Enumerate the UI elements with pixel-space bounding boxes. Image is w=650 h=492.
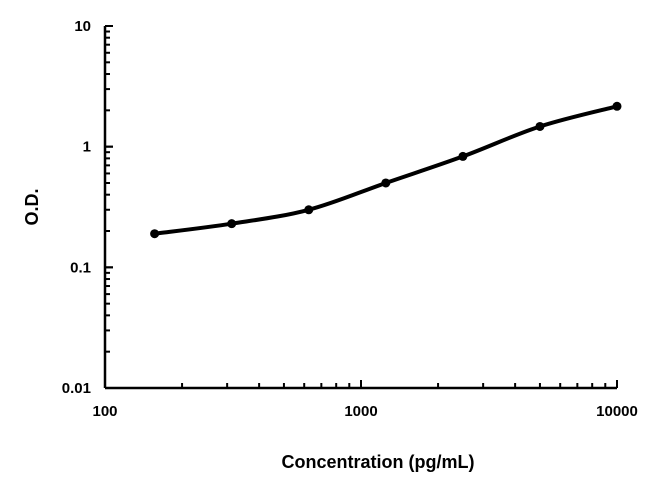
x-tick-label: 10000 xyxy=(596,403,638,420)
fit-curve xyxy=(152,104,619,236)
data-point xyxy=(458,151,468,161)
x-tick-label: 100 xyxy=(92,403,117,420)
data-point xyxy=(150,229,160,239)
y-tick-label: 10 xyxy=(74,18,91,35)
data-point xyxy=(612,101,622,111)
y-tick-label: 0.1 xyxy=(70,259,91,276)
y-tick-label: 0.01 xyxy=(62,380,91,397)
data-point xyxy=(535,121,545,131)
data-point xyxy=(304,205,314,215)
axes xyxy=(103,25,618,390)
x-axis-label: Concentration (pg/mL) xyxy=(282,452,475,472)
data-point xyxy=(227,219,237,229)
x-tick-label: 1000 xyxy=(344,403,377,420)
data-point xyxy=(381,178,391,188)
tick-labels: 100 1000 10000 0.01 0.1 1 10 xyxy=(62,18,638,420)
data-points xyxy=(150,101,622,239)
y-tick-label: 1 xyxy=(83,139,91,156)
y-axis-label: O.D. xyxy=(22,188,42,225)
